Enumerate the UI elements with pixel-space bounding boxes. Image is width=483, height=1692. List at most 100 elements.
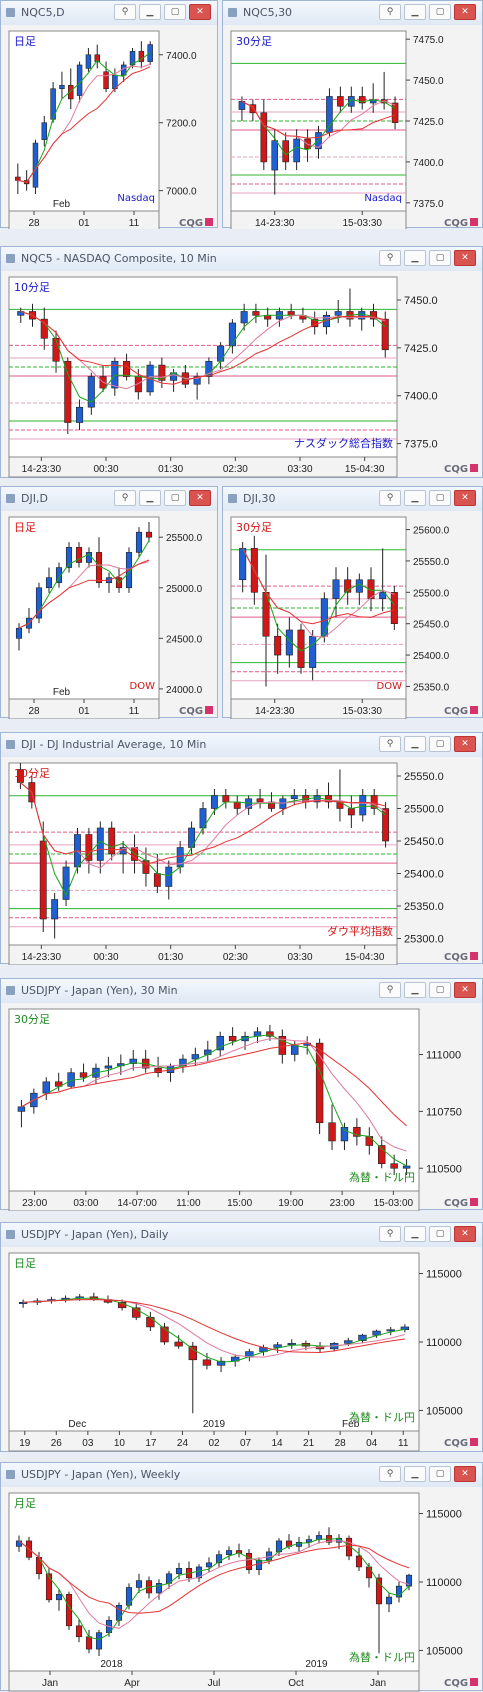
minimize-button[interactable]: ▁ [404, 982, 426, 998]
chart-svg[interactable]: 7475.0 7450.0 7425.0 7400.0 7375.0 30分足 Nasdaq… [223, 1, 483, 229]
close-button[interactable]: ✕ [189, 4, 211, 20]
link-icon[interactable]: ⚲ [114, 4, 136, 20]
plot-area[interactable] [8, 30, 160, 212]
minimize-button[interactable]: ▁ [139, 490, 161, 506]
minimize-button[interactable]: ▁ [139, 4, 161, 20]
y-tick-label: 7450.0 [413, 76, 444, 87]
title-bar[interactable]: NQC5,30 ⚲ ▁ ▢ ✕ [223, 1, 482, 25]
link-icon[interactable]: ⚲ [379, 982, 401, 998]
window-title: NQC5,30 [243, 6, 293, 19]
candle-body [17, 1106, 26, 1112]
chart-window-nq-30[interactable]: NQC5,30 ⚲ ▁ ▢ ✕ 7475.0 7450.0 7425.0 7400.0 7375.… [222, 0, 483, 229]
chart-svg[interactable]: 7400.0 7200.0 7000.0 日足 Nasdaq 28 01 11 Feb CQG [1, 1, 219, 229]
title-bar[interactable]: USDJPY - Japan (Yen), Daily ⚲ ▁ ▢ ✕ [1, 1223, 482, 1247]
maximize-button[interactable]: ▢ [429, 736, 451, 752]
candle-body [75, 547, 83, 563]
close-button[interactable]: ✕ [454, 4, 476, 20]
plot-area[interactable] [8, 762, 398, 946]
x-axis [230, 698, 407, 719]
chart-window-dj-d[interactable]: DJI,D ⚲ ▁ ▢ ✕ 25500.0 25000.0 24500.0 24000.0 日足 D… [0, 486, 219, 719]
chart-window-dj-10[interactable]: DJI - DJ Industrial Average, 10 Min ⚲ ▁ ▢ ✕ 2… [0, 732, 483, 965]
candle-body [216, 1035, 224, 1051]
close-button[interactable]: ✕ [189, 490, 211, 506]
candle-body [256, 798, 264, 803]
title-bar[interactable]: DJI,D ⚲ ▁ ▢ ✕ [1, 487, 217, 511]
moving-average-line [18, 1538, 410, 1641]
title-bar[interactable]: USDJPY - Japan (Yen), Weekly ⚲ ▁ ▢ ✕ [1, 1463, 482, 1487]
candle-body [17, 311, 25, 316]
chart-window-fx-d[interactable]: USDJPY - Japan (Yen), Daily ⚲ ▁ ▢ ✕ 115000 110… [0, 1222, 483, 1452]
y-tick-label: 7450.0 [404, 295, 438, 307]
title-bar[interactable]: NQC5 - NASDAQ Composite, 10 Min ⚲ ▁ ▢ ✕ [1, 247, 482, 271]
plot-area[interactable] [8, 276, 398, 458]
link-icon[interactable]: ⚲ [114, 490, 136, 506]
title-bar[interactable]: DJI - DJ Industrial Average, 10 Min ⚲ ▁ ▢ ✕ [1, 733, 482, 757]
plot-area[interactable] [8, 1252, 420, 1432]
y-tick-label: 7425.0 [413, 117, 444, 128]
maximize-button[interactable]: ▢ [164, 490, 186, 506]
title-bar[interactable]: DJI,30 ⚲ ▁ ▢ ✕ [223, 487, 482, 511]
link-icon[interactable]: ⚲ [379, 490, 401, 506]
candle-body [115, 1604, 123, 1621]
link-icon[interactable]: ⚲ [379, 736, 401, 752]
minimize-button[interactable]: ▁ [404, 1226, 426, 1242]
x-period-label: 2019 [203, 1419, 226, 1430]
plot-area[interactable] [8, 1008, 420, 1192]
candle-body [158, 364, 166, 381]
close-button[interactable]: ✕ [454, 250, 476, 266]
maximize-button[interactable]: ▢ [429, 4, 451, 20]
maximize-button[interactable]: ▢ [429, 490, 451, 506]
chart-window-nq-d[interactable]: NQC5,D ⚲ ▁ ▢ ✕ 7400.0 7200.0 7000.0 日足 Nasdaq 28 01… [0, 0, 219, 229]
moving-average-line [20, 311, 386, 390]
link-icon[interactable]: ⚲ [379, 1466, 401, 1482]
chart-svg[interactable]: 25600.0 25550.0 25500.0 25450.0 25400.0 25350… [223, 487, 483, 719]
maximize-button[interactable]: ▢ [429, 250, 451, 266]
title-bar[interactable]: USDJPY - Japan (Yen), 30 Min ⚲ ▁ ▢ ✕ [1, 979, 482, 1003]
chart-window-nq-10[interactable]: NQC5 - NASDAQ Composite, 10 Min ⚲ ▁ ▢ ✕ 7450.… [0, 246, 483, 478]
link-icon[interactable]: ⚲ [379, 250, 401, 266]
minimize-button[interactable]: ▁ [404, 250, 426, 266]
maximize-button[interactable]: ▢ [429, 1466, 451, 1482]
link-icon[interactable]: ⚲ [379, 1226, 401, 1242]
x-tick-label: 15-03:30 [343, 706, 383, 717]
maximize-button[interactable]: ▢ [429, 1226, 451, 1242]
candle-body [210, 795, 218, 809]
minimize-button[interactable]: ▁ [404, 736, 426, 752]
x-tick-label: 17 [145, 1438, 157, 1449]
candle-body [367, 579, 375, 599]
close-button[interactable]: ✕ [454, 1466, 476, 1482]
minimize-button[interactable]: ▁ [404, 490, 426, 506]
close-button[interactable]: ✕ [454, 1226, 476, 1242]
title-bar[interactable]: NQC5,D ⚲ ▁ ▢ ✕ [1, 1, 217, 25]
maximize-button[interactable]: ▢ [164, 4, 186, 20]
candle-body [355, 579, 363, 593]
timeframe-label: 日足 [14, 1257, 36, 1270]
y-tick-label: 25400.0 [404, 869, 444, 881]
chart-window-fx-30[interactable]: USDJPY - Japan (Yen), 30 Min ⚲ ▁ ▢ ✕ 111000 11… [0, 978, 483, 1211]
link-icon[interactable]: ⚲ [379, 4, 401, 20]
candle-body [205, 360, 213, 377]
instrument-tag: DOW [130, 681, 156, 692]
window-title: USDJPY - Japan (Yen), Weekly [21, 1468, 181, 1481]
close-button[interactable]: ✕ [454, 490, 476, 506]
chart-svg[interactable]: 25550.0 25500.0 25450.0 25400.0 25350.0 25300… [1, 733, 483, 965]
close-button[interactable]: ✕ [454, 736, 476, 752]
minimize-button[interactable]: ▁ [404, 1466, 426, 1482]
chart-window-fx-w[interactable]: USDJPY - Japan (Yen), Weekly ⚲ ▁ ▢ ✕ 115000 11… [0, 1462, 483, 1692]
chart-window-dj-30[interactable]: DJI,30 ⚲ ▁ ▢ ✕ 25600.0 25550.0 25500.0 25450.0 25… [222, 486, 483, 719]
y-tick-label: 7375.0 [413, 199, 444, 210]
minimize-button[interactable]: ▁ [404, 4, 426, 20]
chart-svg[interactable]: 25500.0 25000.0 24500.0 24000.0 日足 DOW 28 01 11 F… [1, 487, 219, 719]
close-button[interactable]: ✕ [454, 982, 476, 998]
cqg-logo: CQG [444, 952, 468, 963]
logo-mark-icon [470, 1438, 478, 1446]
cqg-logo: CQG [444, 218, 468, 229]
maximize-button[interactable]: ▢ [429, 982, 451, 998]
x-tick-label: 15-03:30 [343, 218, 383, 229]
plot-area[interactable] [8, 1492, 420, 1672]
candle-body [87, 376, 95, 408]
